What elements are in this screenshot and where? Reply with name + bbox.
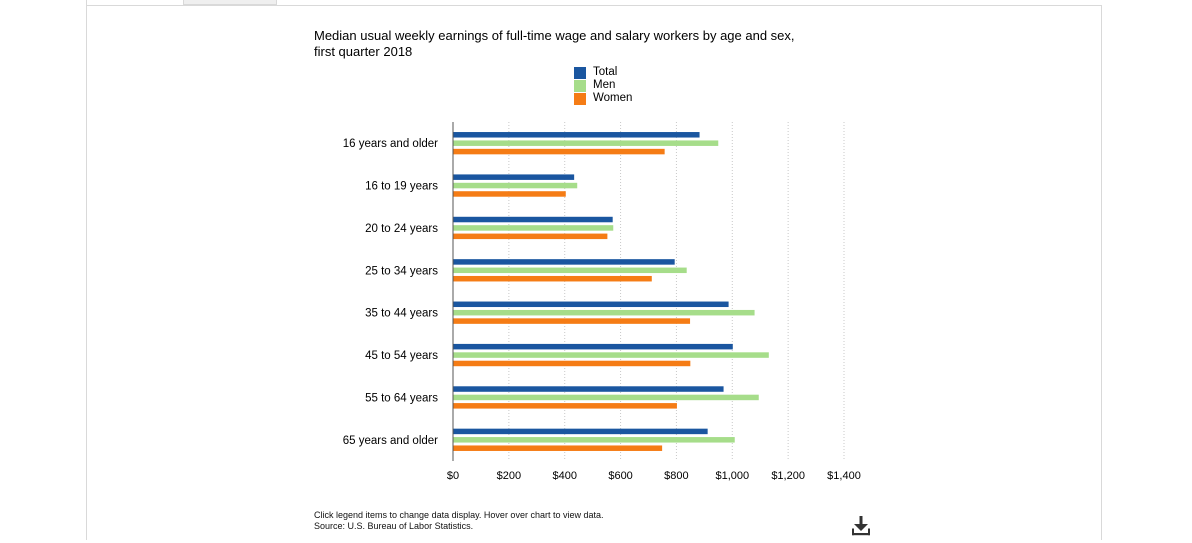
panel-right-border: [1101, 6, 1102, 540]
bar-total[interactable]: [453, 386, 724, 392]
download-icon[interactable]: [849, 514, 873, 538]
x-tick-label: $400: [552, 470, 576, 482]
bar-total[interactable]: [453, 343, 733, 350]
bar-men[interactable]: [453, 182, 578, 189]
legend-item-women[interactable]: Women: [574, 92, 632, 105]
y-category-label: 45 to 54 years: [365, 350, 438, 362]
footnote-source: Source: U.S. Bureau of Labor Statistics.: [314, 521, 474, 531]
panel-left-border: [86, 0, 87, 540]
bar-total[interactable]: [453, 259, 675, 265]
bar-women[interactable]: [453, 233, 608, 240]
bar-total[interactable]: [453, 301, 729, 308]
legend-label-total: Total: [593, 66, 618, 78]
legend-swatch-men: [574, 79, 586, 92]
footnote-instructions: Click legend items to change data displa…: [314, 510, 604, 520]
bar-total[interactable]: [453, 216, 613, 223]
bar-men[interactable]: [453, 352, 769, 358]
x-tick-label: $200: [497, 470, 521, 482]
bar-men[interactable]: [453, 437, 735, 443]
y-category-label: 65 years and older: [343, 435, 438, 447]
chart-footnote: Click legend items to change data displa…: [314, 510, 603, 532]
bar-men[interactable]: [453, 140, 719, 146]
y-category-label: 55 to 64 years: [365, 392, 438, 404]
legend-swatch-women: [574, 92, 586, 105]
bar-total[interactable]: [453, 132, 700, 138]
bar-women[interactable]: [453, 403, 677, 409]
y-category-label: 16 years and older: [343, 138, 438, 150]
tab-stub[interactable]: [183, 0, 277, 5]
panel-top-border: [86, 5, 1102, 6]
x-tick-label: $1,200: [771, 470, 805, 482]
legend-label-women: Women: [593, 92, 633, 104]
y-category-label: 25 to 34 years: [365, 265, 438, 277]
bar-men[interactable]: [453, 267, 687, 274]
legend-item-men[interactable]: Men: [574, 79, 632, 92]
bar-women[interactable]: [453, 360, 691, 367]
chart-legend: Total Men Women: [574, 66, 632, 105]
bar-men[interactable]: [453, 225, 614, 231]
legend-label-men: Men: [593, 79, 616, 91]
bar-women[interactable]: [453, 445, 663, 451]
bar-total[interactable]: [453, 174, 575, 180]
bar-men[interactable]: [453, 309, 755, 316]
bar-total[interactable]: [453, 428, 708, 435]
y-category-label: 35 to 44 years: [365, 308, 438, 320]
x-tick-label: $600: [608, 470, 632, 482]
y-category-label: 16 to 19 years: [365, 181, 438, 193]
chart-title: Median usual weekly earnings of full-tim…: [314, 28, 795, 59]
x-tick-label: $1,000: [715, 470, 749, 482]
x-tick-label: $0: [447, 470, 459, 482]
bar-women[interactable]: [453, 191, 566, 197]
bar-women[interactable]: [453, 275, 652, 282]
legend-swatch-total: [574, 66, 586, 79]
y-category-label: 20 to 24 years: [365, 223, 438, 235]
bar-women[interactable]: [453, 148, 665, 155]
legend-item-total[interactable]: Total: [574, 66, 632, 79]
bar-men[interactable]: [453, 394, 759, 401]
x-tick-label: $800: [664, 470, 688, 482]
x-tick-label: $1,400: [827, 470, 861, 482]
bar-women[interactable]: [453, 318, 691, 324]
